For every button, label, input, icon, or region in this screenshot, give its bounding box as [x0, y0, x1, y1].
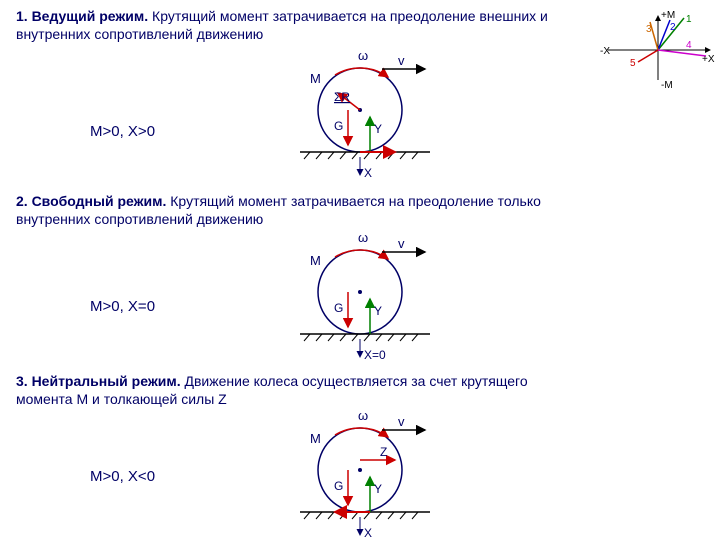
svg-text:M: M: [310, 253, 321, 268]
wheel-diagram-1: M ω v G Y ΣR X: [230, 45, 490, 185]
svg-text:ω: ω: [358, 230, 368, 245]
svg-text:X=0: X=0: [364, 348, 386, 362]
svg-text:X: X: [364, 166, 372, 180]
section3-title-bold: 3. Нейтральный режим.: [16, 373, 181, 389]
wheel-diagram-3: M ω v Z G Y X: [230, 410, 490, 545]
section1-heading: 1. Ведущий режим. Крутящий момент затрач…: [16, 8, 576, 43]
section2-title-bold: 2. Свободный режим.: [16, 193, 166, 209]
quad-l3: 3: [646, 24, 652, 35]
quad-l1: 1: [686, 14, 692, 25]
quad-up: +M: [661, 10, 675, 21]
svg-text:v: v: [398, 236, 405, 251]
svg-text:ΣR: ΣR: [334, 90, 350, 104]
svg-text:G: G: [334, 301, 343, 315]
svg-text:v: v: [398, 414, 405, 429]
wheel-diagram-2: M ω v G Y X=0: [230, 230, 490, 365]
quad-l4: 4: [686, 40, 692, 51]
section2-condition: M>0, X=0: [90, 298, 155, 315]
quad-down: -M: [661, 80, 673, 90]
section3-condition: M>0, X<0: [90, 468, 155, 485]
svg-text:M: M: [310, 431, 321, 446]
svg-text:Z: Z: [380, 445, 387, 459]
svg-text:ω: ω: [358, 410, 368, 423]
svg-text:v: v: [398, 53, 405, 68]
svg-text:G: G: [334, 119, 343, 133]
section1-condition: M>0, X>0: [90, 123, 155, 140]
svg-text:G: G: [334, 479, 343, 493]
quad-l2: 2: [670, 22, 676, 33]
quadrant-diagram: +M -M -X +X 1 2 3 4 5: [598, 10, 718, 90]
quad-left: -X: [600, 46, 610, 57]
quad-l5: 5: [630, 58, 636, 69]
svg-text:M: M: [310, 71, 321, 86]
quad-right: +X: [702, 54, 715, 65]
svg-text:Y: Y: [374, 122, 382, 136]
section3-heading: 3. Нейтральный режим. Движение колеса ос…: [16, 373, 576, 408]
section1-title-bold: 1. Ведущий режим.: [16, 8, 148, 24]
svg-text:Y: Y: [374, 482, 382, 496]
svg-text:Y: Y: [374, 304, 382, 318]
svg-text:ω: ω: [358, 48, 368, 63]
svg-text:X: X: [364, 526, 372, 540]
section2-heading: 2. Свободный режим. Крутящий момент затр…: [16, 193, 576, 228]
